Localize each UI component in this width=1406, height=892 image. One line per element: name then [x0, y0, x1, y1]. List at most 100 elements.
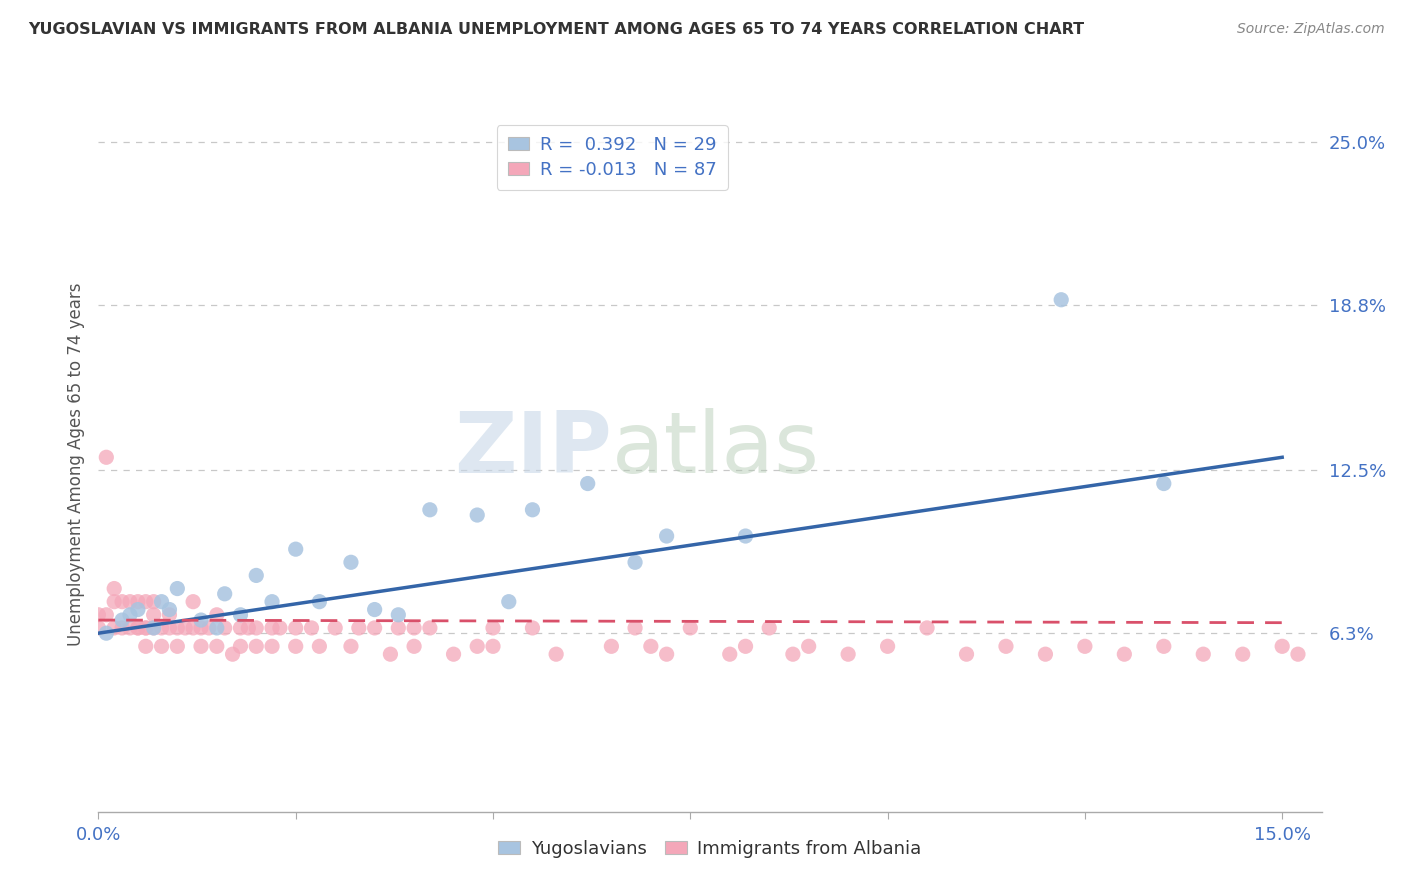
Point — [465, 508, 488, 522]
Point — [782, 647, 804, 661]
Point — [347, 621, 370, 635]
Point — [190, 640, 212, 654]
Point — [655, 647, 678, 661]
Point — [301, 621, 323, 635]
Point — [260, 621, 283, 635]
Point — [142, 621, 165, 635]
Point — [103, 621, 125, 635]
Point — [135, 595, 157, 609]
Point — [96, 450, 118, 465]
Point — [166, 582, 188, 596]
Point — [718, 647, 741, 661]
Y-axis label: Unemployment Among Ages 65 to 74 years: Unemployment Among Ages 65 to 74 years — [66, 282, 84, 646]
Point — [363, 602, 385, 616]
Point — [404, 640, 426, 654]
Point — [1153, 640, 1175, 654]
Point — [837, 647, 859, 661]
Point — [245, 568, 267, 582]
Point — [876, 640, 898, 654]
Point — [284, 621, 307, 635]
Point — [111, 595, 134, 609]
Point — [915, 621, 938, 635]
Point — [238, 621, 260, 635]
Point — [111, 621, 134, 635]
Point — [245, 621, 267, 635]
Point — [229, 621, 252, 635]
Point — [166, 640, 188, 654]
Point — [482, 640, 505, 654]
Point — [522, 503, 544, 517]
Point — [734, 640, 756, 654]
Point — [150, 640, 173, 654]
Point — [229, 640, 252, 654]
Point — [522, 621, 544, 635]
Point — [640, 640, 662, 654]
Point — [198, 621, 221, 635]
Point — [214, 587, 236, 601]
Point — [1232, 647, 1254, 661]
Point — [229, 607, 252, 622]
Point — [103, 595, 125, 609]
Point — [387, 621, 409, 635]
Point — [734, 529, 756, 543]
Text: ZIP: ZIP — [454, 409, 612, 491]
Point — [118, 595, 141, 609]
Point — [87, 607, 110, 622]
Text: Source: ZipAtlas.com: Source: ZipAtlas.com — [1237, 22, 1385, 37]
Point — [387, 607, 409, 622]
Point — [159, 602, 181, 616]
Point — [127, 621, 149, 635]
Point — [127, 621, 149, 635]
Point — [181, 621, 204, 635]
Point — [679, 621, 702, 635]
Point — [323, 621, 346, 635]
Point — [380, 647, 402, 661]
Point — [260, 595, 283, 609]
Point — [443, 647, 465, 661]
Point — [600, 640, 623, 654]
Point — [205, 621, 228, 635]
Point — [190, 621, 212, 635]
Point — [308, 640, 330, 654]
Point — [1153, 476, 1175, 491]
Point — [498, 595, 520, 609]
Point — [576, 476, 599, 491]
Point — [1192, 647, 1215, 661]
Point — [465, 640, 488, 654]
Point — [482, 621, 505, 635]
Point — [142, 595, 165, 609]
Point — [150, 621, 173, 635]
Point — [205, 640, 228, 654]
Point — [797, 640, 820, 654]
Point — [118, 621, 141, 635]
Point — [150, 595, 173, 609]
Point — [1286, 647, 1309, 661]
Point — [190, 613, 212, 627]
Point — [127, 595, 149, 609]
Point — [142, 621, 165, 635]
Point — [758, 621, 780, 635]
Point — [174, 621, 197, 635]
Point — [96, 626, 118, 640]
Point — [1035, 647, 1057, 661]
Point — [127, 602, 149, 616]
Point — [260, 640, 283, 654]
Point — [111, 613, 134, 627]
Point — [221, 647, 243, 661]
Point — [142, 607, 165, 622]
Point — [159, 607, 181, 622]
Point — [1114, 647, 1136, 661]
Point — [284, 542, 307, 557]
Point — [624, 621, 647, 635]
Point — [245, 640, 267, 654]
Point — [1271, 640, 1294, 654]
Point — [340, 555, 363, 569]
Point — [96, 607, 118, 622]
Point — [994, 640, 1017, 654]
Point — [166, 621, 188, 635]
Point — [103, 582, 125, 596]
Point — [87, 621, 110, 635]
Point — [655, 529, 678, 543]
Point — [269, 621, 291, 635]
Point — [404, 621, 426, 635]
